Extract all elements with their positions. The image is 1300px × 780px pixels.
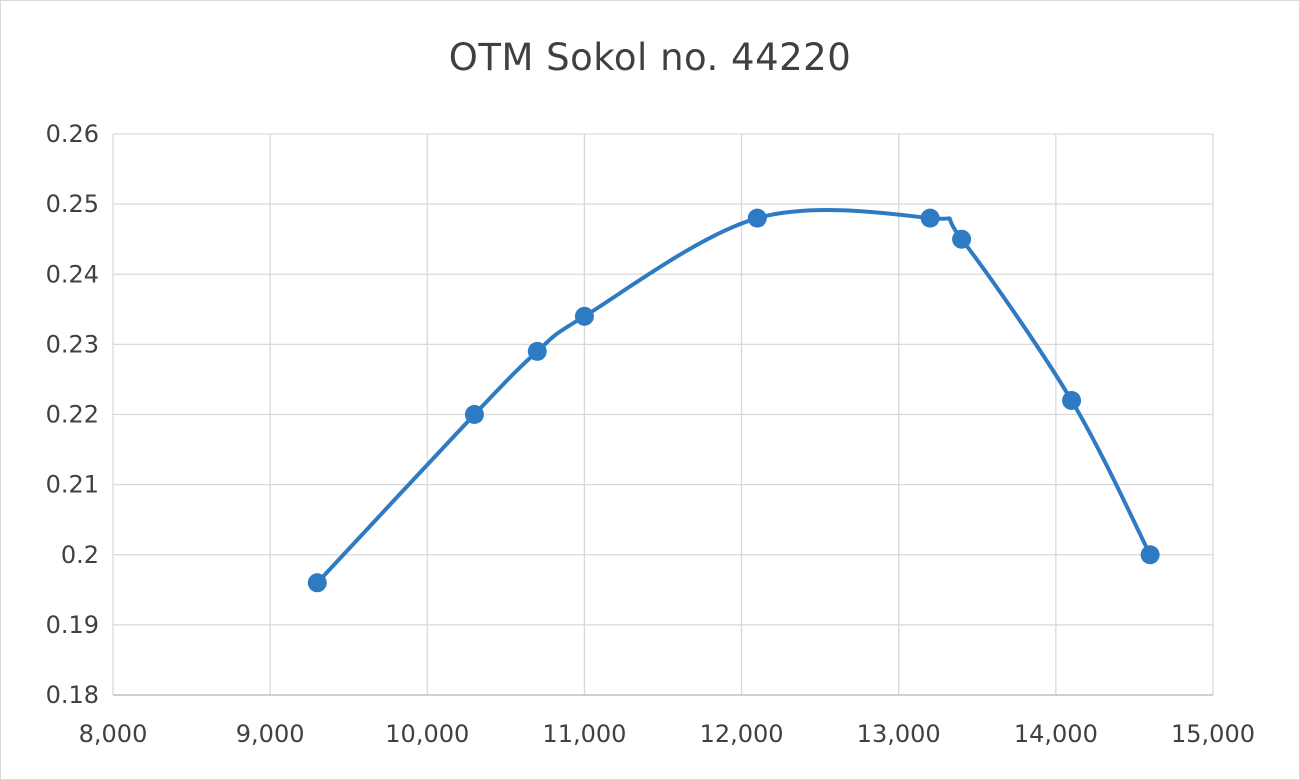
y-tick-labels: 0.18 0.19 0.2 0.21 0.22 0.23 0.24 0.25 0.26 (46, 120, 99, 709)
series-line (315, 208, 1153, 585)
y-tick-label: 0.23 (46, 330, 99, 358)
y-tick-label: 0.25 (46, 190, 99, 218)
y-tick-label: 0.26 (46, 120, 99, 148)
x-tick-label: 8,000 (79, 720, 148, 748)
data-point (920, 208, 940, 228)
y-tick-label: 0.2 (61, 541, 99, 569)
y-tick-label: 0.19 (46, 611, 99, 639)
x-tick-label: 13,000 (857, 720, 941, 748)
data-point (527, 341, 547, 361)
x-tick-label: 12,000 (700, 720, 784, 748)
chart-title: OTM Sokol no. 44220 (448, 36, 852, 79)
y-tick-label: 0.21 (46, 471, 99, 499)
y-tick-label: 0.24 (46, 260, 99, 288)
x-tick-label: 11,000 (542, 720, 626, 748)
x-tick-label: 10,000 (385, 720, 469, 748)
x-tick-label: 15,000 (1171, 720, 1255, 748)
data-point (1140, 545, 1160, 565)
gridlines (112, 133, 1214, 695)
x-tick-label: 9,000 (236, 720, 305, 748)
data-point (1062, 390, 1082, 410)
data-point (307, 573, 327, 593)
y-tick-label: 0.22 (46, 401, 99, 429)
x-tick-label: 14,000 (1014, 720, 1098, 748)
data-point (464, 405, 484, 424)
data-point (952, 229, 972, 249)
data-point (747, 208, 767, 228)
x-tick-labels: 8,000 9,000 10,000 11,000 12,000 13,000 14,000… (79, 720, 1255, 748)
y-tick-label: 0.18 (46, 681, 99, 709)
series (307, 208, 1160, 593)
data-point (574, 306, 594, 326)
